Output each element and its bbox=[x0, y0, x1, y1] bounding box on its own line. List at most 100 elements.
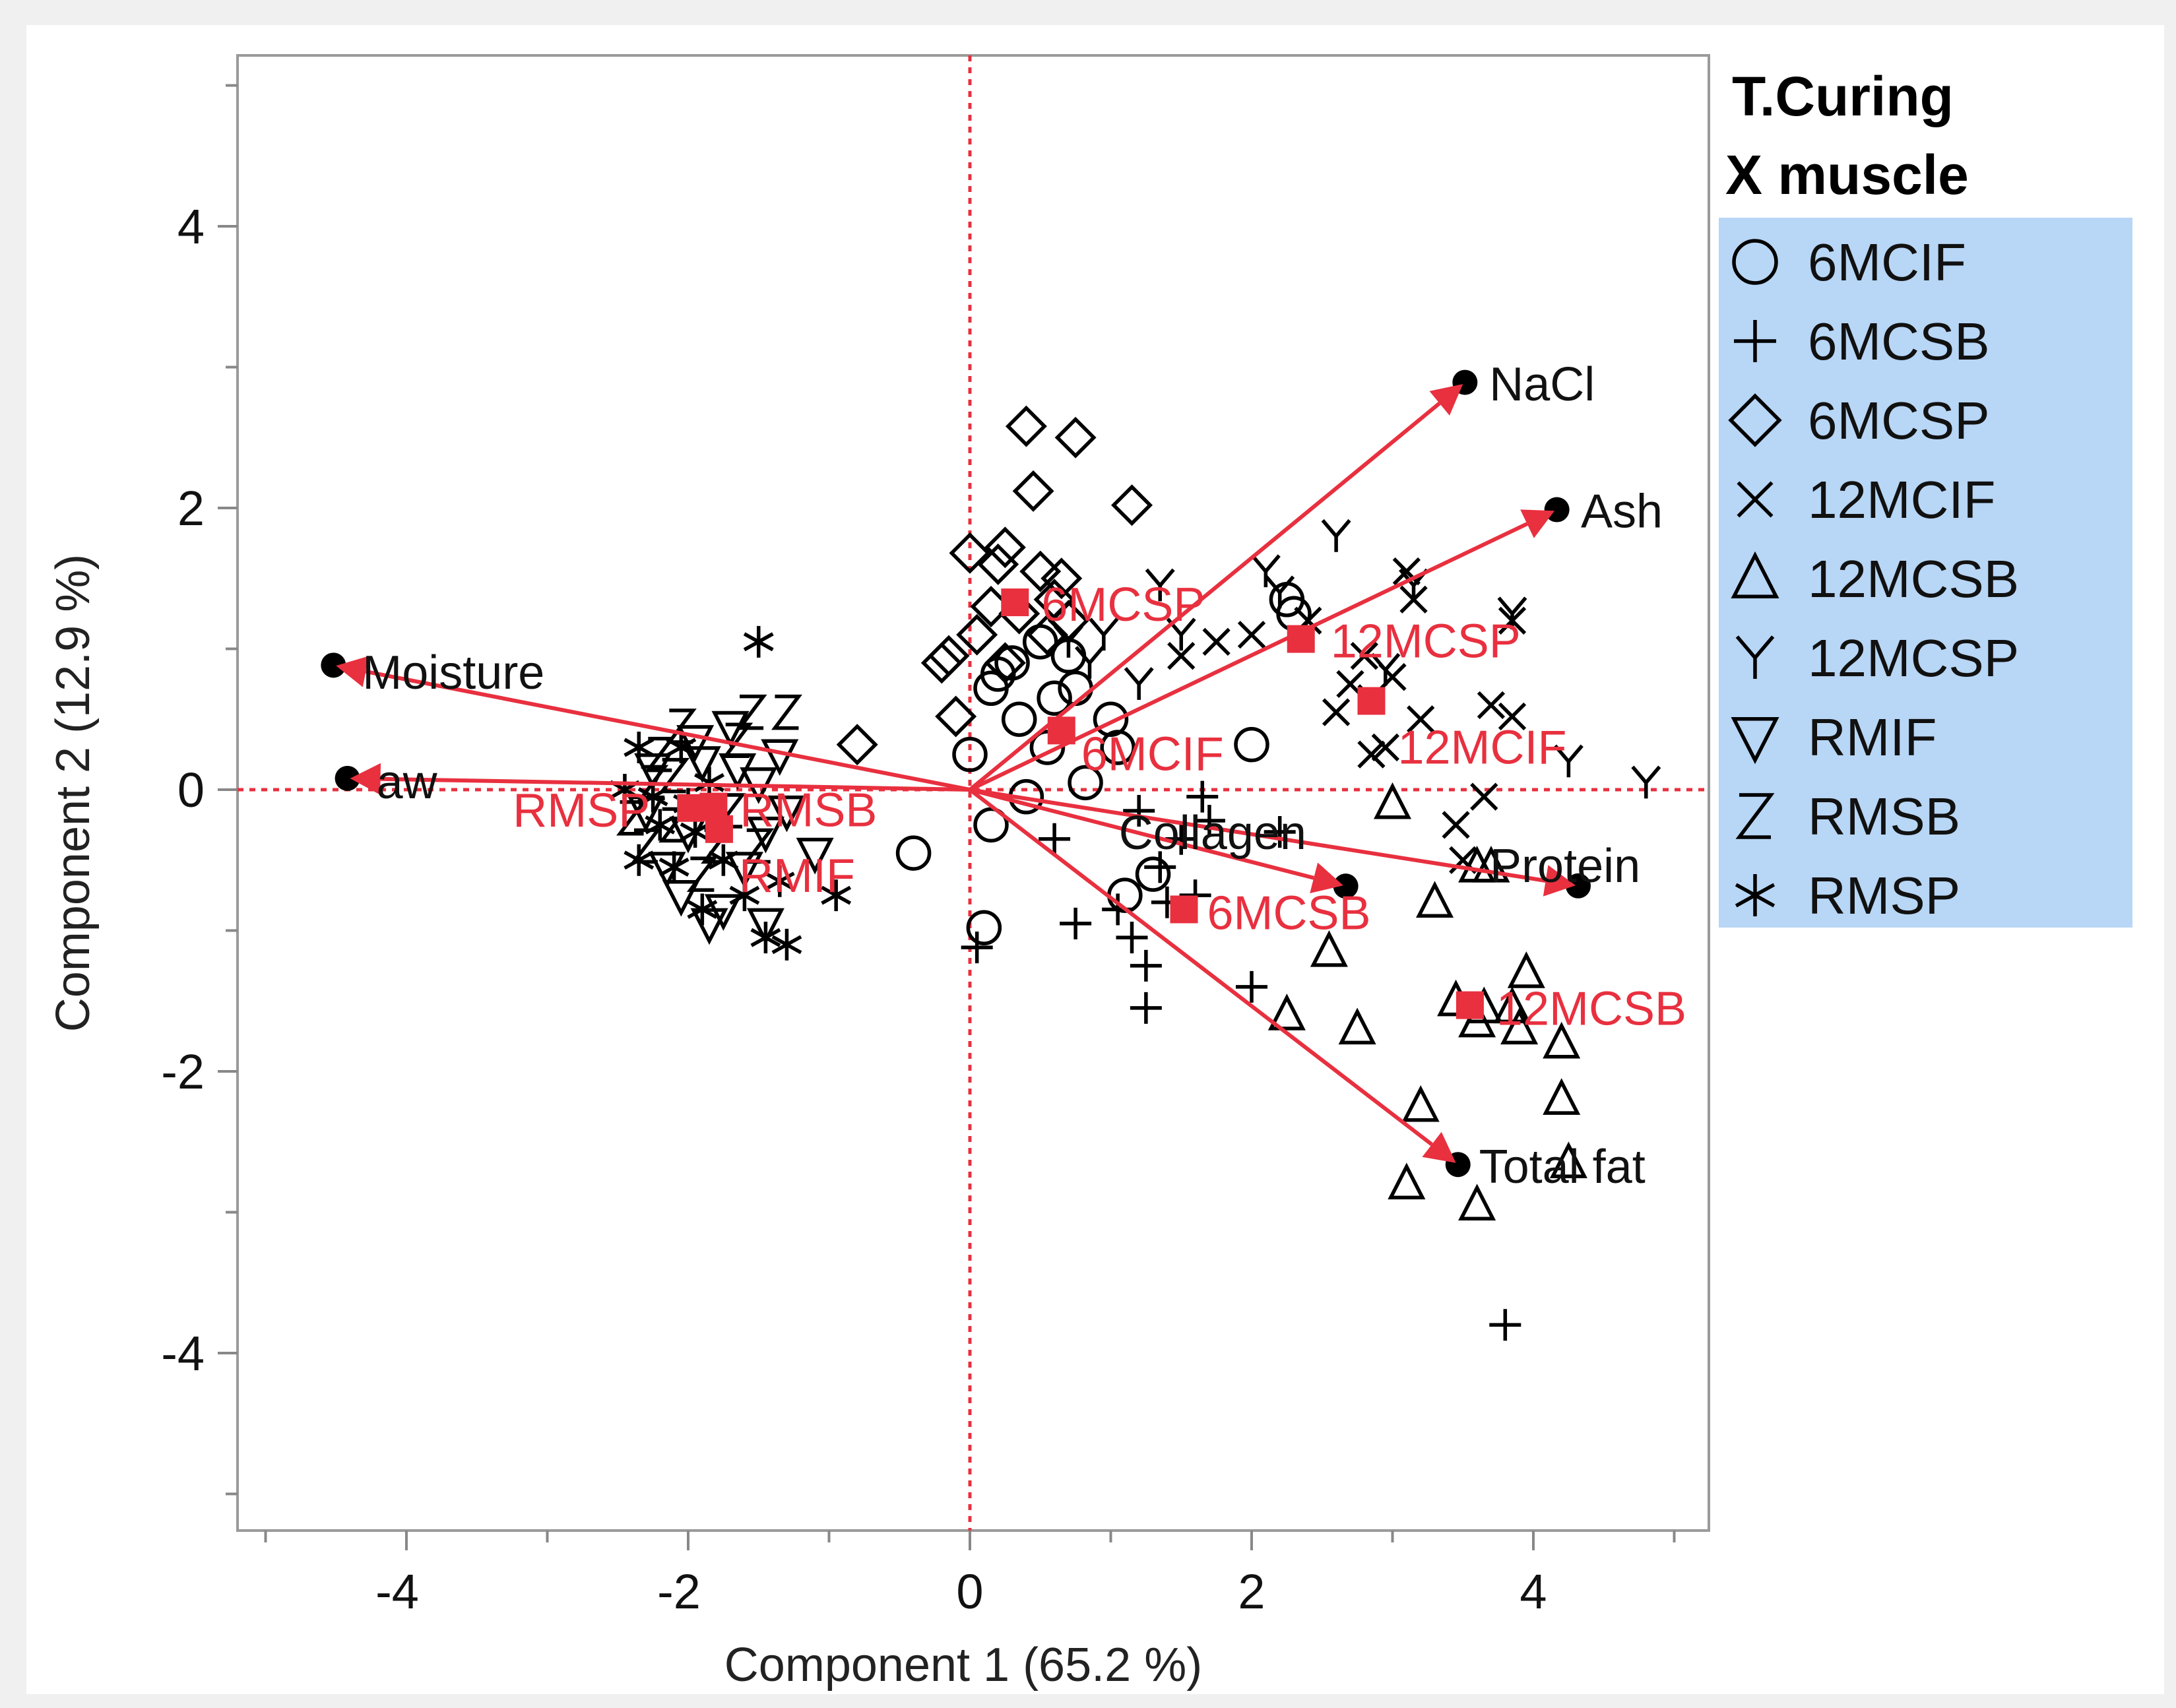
axes: -4 -2 0 2 4 -4 -2 0 2 4 bbox=[161, 84, 1676, 1619]
data-point-12MCSB bbox=[1338, 1007, 1376, 1045]
data-point-6MCSB bbox=[1186, 780, 1219, 813]
data-point-RMSB bbox=[658, 807, 690, 843]
data-point-RMIF bbox=[761, 739, 799, 776]
data-point-6MCSB bbox=[1489, 1309, 1521, 1341]
data-point-RMSP bbox=[708, 844, 739, 876]
loading-endpoint-aw bbox=[335, 765, 360, 791]
data-point-6MCSB bbox=[1236, 970, 1267, 1003]
data-point-12MCIF bbox=[1477, 691, 1506, 720]
legend-label-RMSB: RMSB bbox=[1808, 787, 1960, 846]
data-point-6MCSP bbox=[935, 695, 977, 738]
data-point-12MCSB bbox=[1543, 1078, 1581, 1115]
data-point-RMSP bbox=[771, 928, 802, 961]
data-point-RMSP bbox=[645, 809, 676, 841]
data-point-RMSB bbox=[630, 828, 662, 864]
x-tick-label: -4 bbox=[375, 1564, 419, 1619]
legend-entry-6MCIF: 6MCIF bbox=[1732, 233, 1966, 292]
data-point-RMIF bbox=[746, 816, 784, 854]
data-point-RMIF bbox=[767, 795, 806, 833]
loading-arrowhead-Protein bbox=[1543, 865, 1576, 897]
data-points bbox=[609, 405, 1661, 1341]
data-point-RMSB bbox=[616, 800, 648, 836]
y-tick-label: -4 bbox=[161, 1326, 205, 1381]
data-point-6MCSP bbox=[1040, 557, 1083, 600]
loading-line-Total fat bbox=[969, 788, 1433, 1147]
centroid-marker-RMIF bbox=[705, 815, 733, 843]
data-point-12MCSB bbox=[1373, 782, 1412, 819]
loading-line-Protein bbox=[969, 788, 1547, 883]
legend-entry-12MCSP: 12MCSP bbox=[1735, 629, 2019, 687]
data-point-12MCSP bbox=[1631, 765, 1661, 799]
reference-lines bbox=[238, 55, 1709, 1531]
data-point-12MCSB bbox=[1500, 1007, 1539, 1045]
data-point-12MCIF bbox=[1237, 621, 1266, 649]
loading-arrowhead-Total fat bbox=[1422, 1131, 1456, 1163]
data-point-6MCSP bbox=[1012, 470, 1054, 512]
centroid-label-6MCIF: 6MCIF bbox=[1081, 728, 1224, 780]
legend-entries: 6MCIF 6MCSB 6MCSP 12MCIF 12MCSB 12MCSP RMIF RMS… bbox=[1728, 233, 2019, 925]
centroid-label-6MCSP: 6MCSP bbox=[1041, 579, 1205, 631]
data-point-RMSP bbox=[624, 731, 655, 763]
legend-marker-RMSP bbox=[1735, 874, 1776, 916]
loading-endpoint-Protein bbox=[1566, 873, 1591, 899]
data-point-RMSP bbox=[750, 922, 781, 954]
data-point-RMIF bbox=[690, 908, 728, 945]
loading-line-Collagen bbox=[969, 788, 1314, 880]
data-point-12MCSB bbox=[1388, 1162, 1426, 1199]
loading-label-Protein: Protein bbox=[1490, 840, 1640, 893]
series-6MCSP bbox=[836, 405, 1153, 766]
loading-endpoint-Collagen bbox=[1333, 873, 1359, 899]
legend: T.Curing X muscle 6MCIF 6MCSB 6MCSP 12MCIF 1… bbox=[1719, 65, 2132, 928]
data-point-6MCIF bbox=[895, 835, 932, 871]
data-point-12MCSP bbox=[1074, 646, 1104, 679]
loading-arrowhead-Moisture bbox=[336, 656, 369, 687]
legend-entry-RMSP: RMSP bbox=[1735, 866, 1960, 925]
y-tick-label: -2 bbox=[161, 1044, 205, 1099]
loading-arrowhead-aw bbox=[350, 763, 381, 795]
data-point-12MCSB bbox=[1493, 986, 1531, 1024]
loading-line-aw bbox=[380, 776, 971, 792]
centroid-label-RMSP: RMSP bbox=[513, 784, 650, 837]
legend-box bbox=[1719, 218, 2132, 928]
y-tick-label: 0 bbox=[177, 763, 205, 817]
centroid-marker-6MCSP bbox=[1001, 588, 1029, 617]
data-point-RMSP bbox=[764, 865, 795, 897]
data-point-12MCSP bbox=[1497, 596, 1527, 630]
data-point-12MCIF bbox=[1442, 811, 1470, 839]
data-point-12MCSB bbox=[1507, 951, 1545, 988]
group-centroids: 6MCSP 12MCSP 12MCIF 6MCIF RMSP RMSB RMIF 6MCSB 1… bbox=[513, 579, 1686, 1036]
legend-label-6MCIF: 6MCIF bbox=[1808, 233, 1966, 292]
data-point-RMSP bbox=[658, 851, 689, 883]
data-point-6MCSP bbox=[956, 614, 998, 656]
data-point-6MCSP bbox=[949, 532, 991, 574]
data-point-RMSB bbox=[686, 856, 718, 892]
data-point-12MCIF bbox=[1392, 557, 1421, 586]
loading-label-Moisture: Moisture bbox=[362, 647, 544, 699]
legend-marker-12MCSP bbox=[1735, 635, 1775, 679]
data-point-12MCIF bbox=[1357, 740, 1386, 769]
data-point-RMIF bbox=[662, 879, 700, 917]
loading-label-Ash: Ash bbox=[1581, 485, 1663, 538]
data-point-6MCIF bbox=[973, 807, 1009, 843]
data-point-12MCSP bbox=[1265, 575, 1295, 609]
data-point-RMSB bbox=[658, 757, 690, 794]
data-point-6MCSP bbox=[984, 526, 1026, 569]
data-point-12MCSP bbox=[1553, 744, 1584, 778]
legend-label-12MCSB: 12MCSB bbox=[1808, 550, 2019, 608]
data-point-12MCSB bbox=[1543, 1021, 1581, 1059]
data-point-12MCSP bbox=[1124, 667, 1154, 700]
centroid-marker-12MCIF bbox=[1357, 687, 1386, 715]
data-point-6MCSP bbox=[836, 724, 878, 766]
loading-line-Ash bbox=[969, 522, 1528, 792]
legend-marker-6MCSP bbox=[1728, 393, 1782, 447]
data-point-6MCIF bbox=[1068, 765, 1103, 801]
data-point-RMSP bbox=[624, 844, 655, 876]
centroid-label-12MCIF: 12MCIF bbox=[1397, 721, 1566, 774]
x-tick-label: -2 bbox=[657, 1564, 701, 1619]
data-point-6MCSB bbox=[1123, 795, 1155, 827]
y-axis-title: Component 2 (12.9 %) bbox=[47, 554, 100, 1032]
legend-marker-12MCIF bbox=[1737, 481, 1774, 518]
legend-label-RMIF: RMIF bbox=[1808, 708, 1937, 767]
legend-label-12MCSP: 12MCSP bbox=[1808, 629, 2019, 687]
